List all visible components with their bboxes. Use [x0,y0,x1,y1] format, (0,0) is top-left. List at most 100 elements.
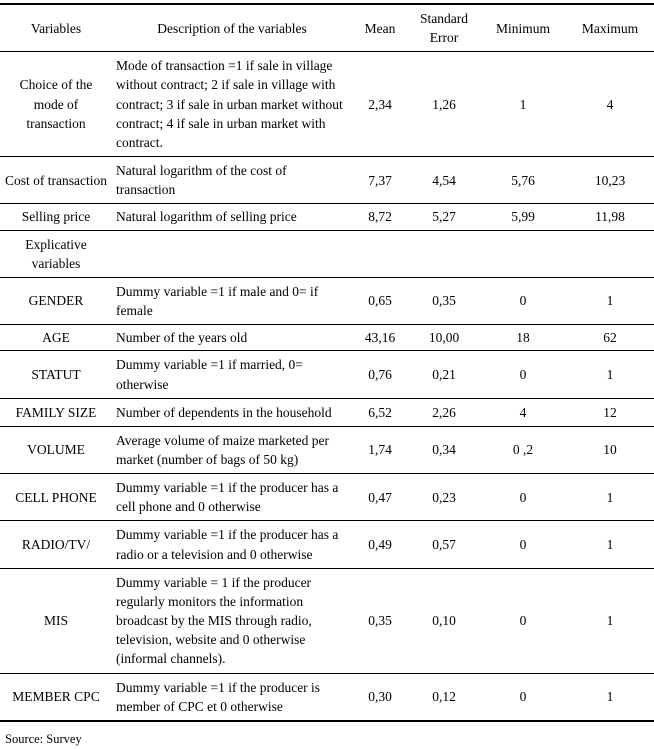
table-row-member-cpc: MEMBER CPC Dummy variable =1 if the prod… [0,673,654,722]
description-cell: Natural logarithm of the cost of transac… [112,156,352,205]
mean-cell: 0,30 [352,673,408,722]
description-cell: Average volume of maize marketed per mar… [112,426,352,475]
max-cell: 1 [566,473,654,522]
variable-cell: CELL PHONE [0,473,112,522]
variable-cell: Selling price [0,203,112,231]
se-cell: 0,21 [408,350,480,399]
variable-cell: Cost of transaction [0,156,112,205]
summary-statistics-table: Variables Description of the variables M… [0,3,654,722]
column-header-variables: Variables [0,4,112,53]
column-header-standard-error: Standard Error [408,4,480,53]
se-cell: 10,00 [408,324,480,352]
header-row: Variables Description of the variables M… [0,4,654,53]
max-cell [566,230,654,278]
min-cell: 0 [480,673,566,722]
mean-cell [352,230,408,278]
max-cell: 12 [566,398,654,427]
max-cell: 1 [566,568,654,674]
min-cell: 0 [480,277,566,326]
table-header: Variables Description of the variables M… [0,4,654,53]
document-page: Variables Description of the variables M… [0,3,654,746]
min-cell [480,230,566,278]
source-note: Source: Survey [5,731,82,746]
description-cell: Number of the years old [112,324,352,352]
mean-cell: 0,35 [352,568,408,674]
table-row-volume: VOLUME Average volume of maize marketed … [0,426,654,475]
variable-cell: STATUT [0,350,112,399]
mean-cell: 6,52 [352,398,408,427]
se-cell [408,230,480,278]
mean-cell: 7,37 [352,156,408,205]
description-cell: Natural logarithm of selling price [112,203,352,231]
column-header-minimum: Minimum [480,4,566,53]
column-header-maximum: Maximum [566,4,654,53]
min-cell: 0 [480,520,566,569]
mean-cell: 0,49 [352,520,408,569]
variable-cell: MEMBER CPC [0,673,112,722]
column-header-mean: Mean [352,4,408,53]
mean-cell: 1,74 [352,426,408,475]
table-row-explicative-variables: Explicative variables [0,230,654,278]
max-cell: 11,98 [566,203,654,231]
variable-cell: Choice of the mode of transaction [0,51,112,158]
table-row-gender: GENDER Dummy variable =1 if male and 0= … [0,277,654,326]
description-cell: Mode of transaction =1 if sale in villag… [112,51,352,158]
mean-cell: 0,47 [352,473,408,522]
se-cell: 1,26 [408,51,480,158]
min-cell: 0 [480,350,566,399]
description-cell [112,230,352,278]
table-row-selling-price: Selling price Natural logarithm of selli… [0,203,654,231]
description-cell: Dummy variable =1 if the producer is mem… [112,673,352,722]
se-cell: 0,23 [408,473,480,522]
table-row-mode-of-transaction: Choice of the mode of transaction Mode o… [0,51,654,158]
se-cell: 2,26 [408,398,480,427]
description-cell: Dummy variable =1 if the producer has a … [112,520,352,569]
min-cell: 4 [480,398,566,427]
max-cell: 1 [566,520,654,569]
description-cell: Number of dependents in the household [112,398,352,427]
se-cell: 0,12 [408,673,480,722]
table-row-radio-tv: RADIO/TV/ Dummy variable =1 if the produ… [0,520,654,569]
mean-cell: 43,16 [352,324,408,352]
description-cell: Dummy variable =1 if married, 0= otherwi… [112,350,352,399]
min-cell: 18 [480,324,566,352]
table-row-age: AGE Number of the years old 43,16 10,00 … [0,324,654,352]
min-cell: 1 [480,51,566,158]
max-cell: 1 [566,673,654,722]
variable-cell: MIS [0,568,112,674]
min-cell: 0 [480,473,566,522]
mean-cell: 8,72 [352,203,408,231]
max-cell: 4 [566,51,654,158]
variable-cell: RADIO/TV/ [0,520,112,569]
se-cell: 0,57 [408,520,480,569]
variable-cell: FAMILY SIZE [0,398,112,427]
se-cell: 4,54 [408,156,480,205]
se-cell: 0,10 [408,568,480,674]
min-cell: 5,99 [480,203,566,231]
max-cell: 1 [566,350,654,399]
mean-cell: 0,65 [352,277,408,326]
mean-cell: 0,76 [352,350,408,399]
variable-cell: GENDER [0,277,112,326]
mean-cell: 2,34 [352,51,408,158]
description-cell: Dummy variable =1 if the producer has a … [112,473,352,522]
table-row-family-size: FAMILY SIZE Number of dependents in the … [0,398,654,427]
se-cell: 5,27 [408,203,480,231]
description-cell: Dummy variable = 1 if the producer regul… [112,568,352,674]
column-header-description: Description of the variables [112,4,352,53]
variable-cell: VOLUME [0,426,112,475]
description-cell: Dummy variable =1 if male and 0= if fema… [112,277,352,326]
max-cell: 62 [566,324,654,352]
table-body: Choice of the mode of transaction Mode o… [0,51,654,722]
table-row-cell-phone: CELL PHONE Dummy variable =1 if the prod… [0,473,654,522]
min-cell: 0 ,2 [480,426,566,475]
min-cell: 0 [480,568,566,674]
max-cell: 1 [566,277,654,326]
se-cell: 0,35 [408,277,480,326]
table-row-statut: STATUT Dummy variable =1 if married, 0= … [0,350,654,399]
table-row-mis: MIS Dummy variable = 1 if the producer r… [0,568,654,674]
max-cell: 10 [566,426,654,475]
table-row-cost-of-transaction: Cost of transaction Natural logarithm of… [0,156,654,205]
max-cell: 10,23 [566,156,654,205]
min-cell: 5,76 [480,156,566,205]
